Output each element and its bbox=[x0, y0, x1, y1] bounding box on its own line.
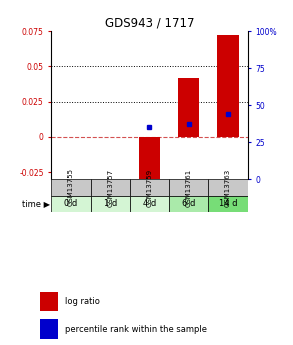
Bar bbox=[51, 179, 91, 196]
Bar bbox=[217, 35, 239, 137]
Text: GSM13763: GSM13763 bbox=[225, 168, 231, 207]
Bar bbox=[130, 179, 169, 196]
Bar bbox=[51, 196, 91, 212]
Text: 6 d: 6 d bbox=[182, 199, 195, 208]
Title: GDS943 / 1717: GDS943 / 1717 bbox=[105, 17, 194, 30]
Bar bbox=[178, 78, 200, 137]
Text: percentile rank within the sample: percentile rank within the sample bbox=[65, 325, 207, 334]
Bar bbox=[208, 196, 248, 212]
Text: 0 d: 0 d bbox=[64, 199, 78, 208]
Text: time ▶: time ▶ bbox=[22, 199, 50, 208]
Text: GSM13759: GSM13759 bbox=[146, 168, 152, 207]
Text: 4 d: 4 d bbox=[143, 199, 156, 208]
Text: log ratio: log ratio bbox=[65, 297, 100, 306]
Bar bbox=[40, 319, 57, 339]
Bar bbox=[91, 196, 130, 212]
Bar bbox=[169, 179, 208, 196]
Text: 1 d: 1 d bbox=[103, 199, 117, 208]
Text: 14 d: 14 d bbox=[219, 199, 237, 208]
Bar bbox=[208, 179, 248, 196]
Bar bbox=[40, 292, 57, 311]
Text: GSM13757: GSM13757 bbox=[107, 168, 113, 207]
Text: GSM13761: GSM13761 bbox=[186, 168, 192, 207]
Bar bbox=[130, 196, 169, 212]
Bar bbox=[91, 179, 130, 196]
Bar bbox=[169, 196, 208, 212]
Text: GSM13755: GSM13755 bbox=[68, 168, 74, 206]
Bar bbox=[139, 137, 160, 179]
